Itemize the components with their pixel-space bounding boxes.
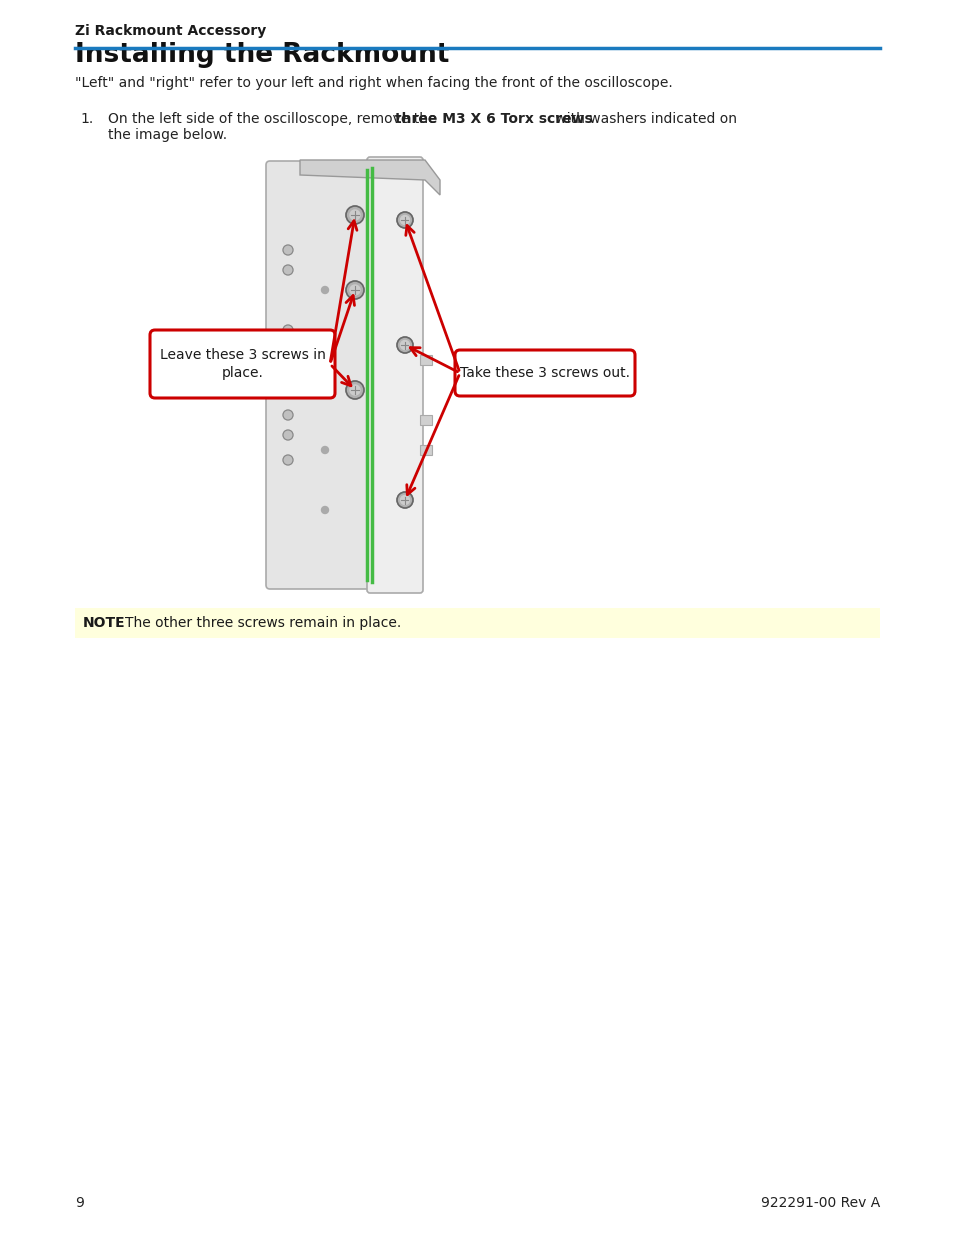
Circle shape [321, 287, 328, 294]
Circle shape [350, 210, 359, 220]
Circle shape [400, 341, 409, 350]
Circle shape [283, 430, 293, 440]
Circle shape [350, 285, 359, 295]
Circle shape [400, 215, 409, 225]
Text: Installing the Rackmount: Installing the Rackmount [75, 42, 449, 68]
Text: : The other three screws remain in place.: : The other three screws remain in place… [116, 616, 401, 630]
Text: with washers indicated on: with washers indicated on [550, 112, 736, 126]
FancyBboxPatch shape [150, 330, 335, 398]
Circle shape [283, 454, 293, 466]
Text: On the left side of the oscilloscope, remove the: On the left side of the oscilloscope, re… [108, 112, 440, 126]
Circle shape [321, 506, 328, 514]
Circle shape [346, 206, 364, 224]
Circle shape [283, 245, 293, 254]
Circle shape [346, 282, 364, 299]
Circle shape [396, 492, 413, 508]
Bar [419, 415, 432, 425]
Circle shape [346, 382, 364, 399]
Circle shape [321, 447, 328, 453]
Circle shape [350, 385, 359, 395]
Bar [419, 445, 432, 454]
Circle shape [396, 212, 413, 228]
Text: Take these 3 screws out.: Take these 3 screws out. [459, 366, 629, 380]
Text: "Left" and "right" refer to your left and right when facing the front of the osc: "Left" and "right" refer to your left an… [75, 77, 672, 90]
FancyBboxPatch shape [367, 157, 422, 593]
Circle shape [283, 410, 293, 420]
Circle shape [283, 345, 293, 354]
Circle shape [321, 367, 328, 373]
Polygon shape [299, 161, 439, 195]
Circle shape [283, 325, 293, 335]
Text: Leave these 3 screws in
place.: Leave these 3 screws in place. [159, 348, 325, 380]
Text: three M3 X 6 Torx screws: three M3 X 6 Torx screws [395, 112, 592, 126]
Text: 922291-00 Rev A: 922291-00 Rev A [760, 1195, 879, 1210]
Text: 9: 9 [75, 1195, 84, 1210]
FancyBboxPatch shape [455, 350, 635, 396]
FancyBboxPatch shape [266, 161, 378, 589]
Text: 1.: 1. [80, 112, 93, 126]
Bar [419, 354, 432, 366]
Text: Zi Rackmount Accessory: Zi Rackmount Accessory [75, 23, 266, 38]
Text: NOTE: NOTE [83, 616, 126, 630]
Circle shape [396, 337, 413, 353]
Circle shape [400, 495, 409, 505]
Bar [75, 608, 879, 638]
Circle shape [283, 266, 293, 275]
Text: the image below.: the image below. [108, 128, 227, 142]
